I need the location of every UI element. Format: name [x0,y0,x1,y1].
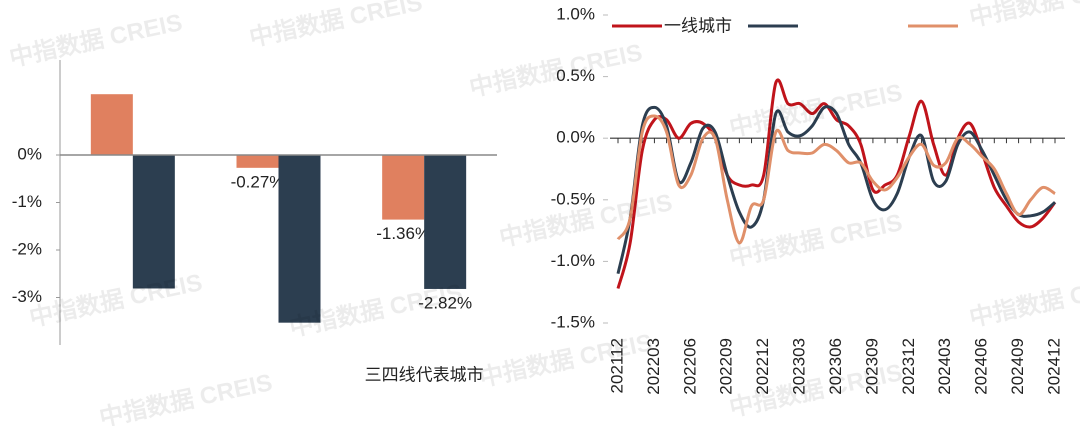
bar [132,155,175,289]
watermark: 中指数据 CREIS [967,0,1080,32]
y-tick-label: -1% [12,192,42,211]
x-tick-label: 202409 [1008,338,1027,395]
bar [278,155,321,323]
y-tick-label: 0.0% [556,128,595,147]
value-label: -0.27% [231,172,285,191]
y-tick-label: -3% [12,287,42,306]
watermark: 中指数据 CREIS [467,39,645,102]
bar [382,155,425,220]
y-tick-label: -1.0% [551,251,595,270]
watermark: 中指数据 CREIS [7,9,185,72]
y-tick-label: 0.5% [556,66,595,85]
x-tick-label: 202306 [826,338,845,395]
x-tick-label: 202312 [899,338,918,395]
watermark: 中指数据 CREIS [247,0,425,52]
x-tick-label: 202412 [1044,338,1063,395]
bar [90,94,133,155]
bar [424,155,467,289]
x-tick-label: 202112 [607,338,626,393]
x-tick-label: 202212 [753,338,772,395]
series-line [616,114,1056,245]
x-tick-label: 202203 [644,338,663,395]
x-tick-label: 三四线代表城市 [365,365,484,384]
x-tick-label: 202206 [680,338,699,395]
watermark: 中指数据 CREIS [967,269,1080,332]
y-tick-label: -0.5% [551,189,595,208]
x-tick-label: 202406 [972,338,991,395]
watermark: 中指数据 CREIS [477,329,655,392]
watermark: 中指数据 CREIS [97,369,275,426]
legend-label: 一线城市 [664,16,732,35]
y-tick-label: 1.0% [556,4,595,23]
value-label: -1.36% [376,224,430,243]
x-tick-label: 202403 [935,338,954,395]
bar [236,155,279,168]
x-tick-label: 202309 [862,338,881,395]
watermark: 中指数据 CREIS [727,79,905,142]
x-tick-label: 202209 [717,338,736,395]
y-tick-label: -2% [12,239,42,258]
watermark: 中指数据 CREIS [727,209,905,272]
x-tick-label: 202303 [790,338,809,395]
y-tick-label: -1.5% [551,312,595,331]
y-tick-label: 0% [17,144,42,163]
watermark: 中指数据 CREIS [27,269,205,332]
value-label: -2.82% [418,293,472,312]
series-line [616,105,1056,275]
